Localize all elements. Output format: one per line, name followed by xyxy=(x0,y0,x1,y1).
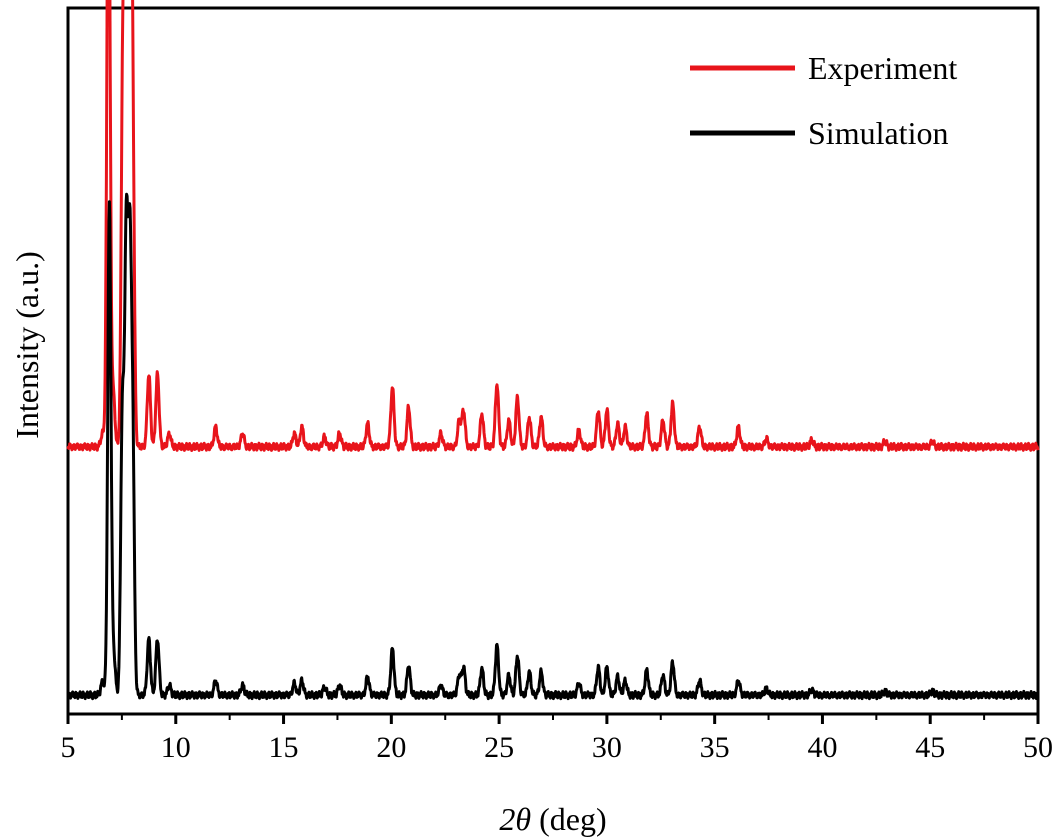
x-axis-title-unit: (deg) xyxy=(531,801,607,837)
legend-label-experiment: Experiment xyxy=(808,50,957,86)
x-tick-label: 15 xyxy=(269,731,299,764)
series-line-experiment xyxy=(66,0,1040,452)
x-tick-label: 25 xyxy=(484,731,514,764)
legend-label-simulation: Simulation xyxy=(808,115,948,151)
series-layer xyxy=(66,0,1040,701)
x-tick-label: 5 xyxy=(61,731,76,764)
series-line-simulation xyxy=(66,192,1040,701)
x-tick-label: 20 xyxy=(376,731,406,764)
x-tick-label: 40 xyxy=(807,731,837,764)
x-tick-label: 35 xyxy=(700,731,730,764)
x-tick-label: 30 xyxy=(592,731,622,764)
x-axis-title-symbol: 2θ xyxy=(499,801,531,837)
legend: Experiment Simulation xyxy=(690,50,957,151)
x-tick-label: 45 xyxy=(915,731,945,764)
y-axis-title: Intensity (a.u.) xyxy=(9,251,45,439)
plot-frame xyxy=(66,6,1040,716)
x-axis-title: 2θ (deg) xyxy=(499,801,606,837)
x-tick-label: 50 xyxy=(1023,731,1053,764)
x-tick-label: 10 xyxy=(161,731,191,764)
x-axis: 5 10 15 20 25 30 35 40 45 50 xyxy=(61,714,1053,764)
